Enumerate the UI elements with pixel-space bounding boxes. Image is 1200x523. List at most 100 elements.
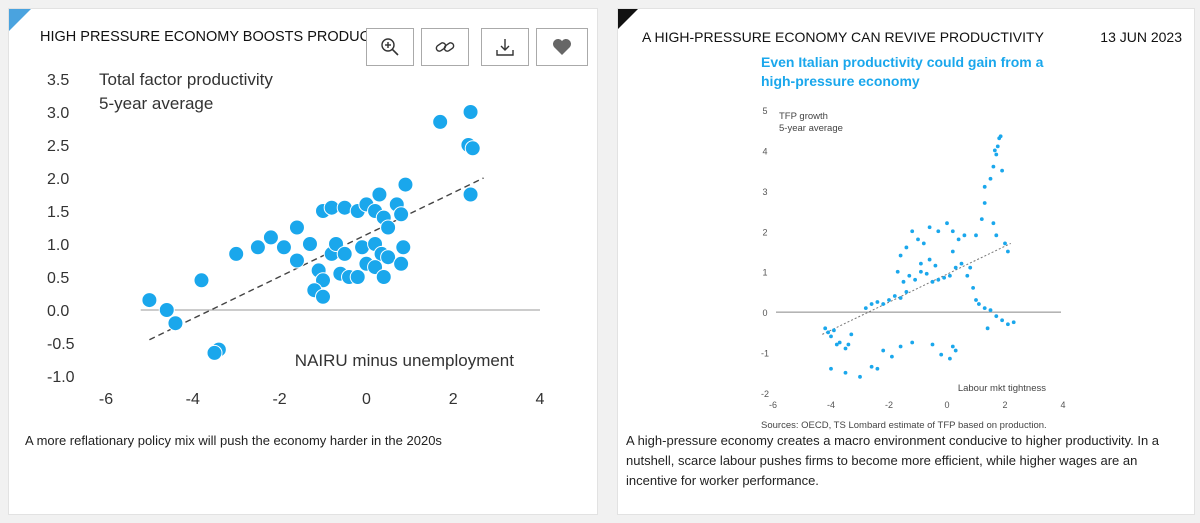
data-point (869, 364, 874, 369)
data-point (919, 261, 923, 266)
link-icon (435, 42, 455, 52)
data-point (930, 342, 935, 347)
data-point (167, 315, 184, 332)
right-scatter-chart: Even Italian productivity could gain fro… (761, 54, 1066, 431)
data-point (913, 277, 917, 282)
favorite-button[interactable] (536, 28, 588, 66)
data-point (988, 176, 993, 181)
data-point (994, 233, 999, 238)
data-point (393, 255, 410, 272)
data-point (994, 314, 999, 319)
data-point (919, 269, 923, 274)
y-tick-label: 4 (762, 146, 767, 156)
download-button[interactable] (481, 28, 529, 66)
data-point (974, 298, 978, 302)
x-tick-label: 2 (449, 391, 458, 408)
data-point (843, 370, 848, 375)
x-tick-label: 2 (1002, 400, 1007, 410)
x-tick-label: 4 (1060, 400, 1065, 410)
data-point (193, 272, 210, 289)
y-tick-label: 1 (762, 268, 767, 278)
data-point (982, 184, 987, 189)
heart-icon (553, 39, 571, 55)
y-axis-label: TFP growth (779, 111, 828, 122)
x-tick-label: -6 (769, 400, 777, 410)
trend-line (149, 177, 484, 341)
y-tick-label: 2.0 (47, 171, 69, 188)
data-point (336, 245, 353, 262)
data-point (982, 201, 987, 205)
data-point (837, 340, 842, 345)
x-tick-label: -4 (186, 391, 200, 408)
data-point (945, 221, 949, 226)
data-point (950, 229, 955, 234)
data-point (395, 239, 412, 256)
x-tick-label: 0 (944, 400, 949, 410)
y-tick-label: 2.5 (47, 138, 69, 155)
data-point (393, 206, 410, 223)
data-point (301, 236, 318, 252)
data-point (959, 261, 964, 266)
zoom-in-button[interactable] (366, 28, 414, 66)
data-point (262, 229, 279, 246)
data-point (927, 225, 932, 230)
data-point (858, 374, 862, 379)
card-corner-marker (618, 9, 638, 29)
data-point (826, 330, 830, 335)
data-point (206, 344, 223, 361)
data-point (462, 104, 479, 120)
data-point (968, 265, 973, 270)
y-tick-label: 5 (762, 106, 767, 116)
data-point (979, 217, 984, 222)
download-icon (496, 39, 514, 56)
y-tick-label: -1.0 (47, 369, 75, 386)
y-tick-label: 0.0 (47, 303, 69, 320)
left-chart-title: HIGH PRESSURE ECONOMY BOOSTS PRODUCTIVIT… (40, 29, 368, 45)
data-point (881, 302, 886, 306)
data-point (846, 342, 851, 347)
y-tick-label: -0.5 (47, 336, 75, 353)
x-tick-label: -2 (272, 391, 286, 408)
data-point (834, 342, 839, 347)
data-point (933, 263, 938, 268)
chart-subtitle-line: high-pressure economy (761, 73, 920, 89)
data-point (228, 245, 245, 262)
publication-date: 13 JUN 2023 (1100, 29, 1182, 45)
data-point (158, 302, 175, 318)
data-point (936, 229, 941, 234)
x-tick-label: -6 (99, 391, 113, 408)
copy-link-button[interactable] (421, 28, 469, 66)
data-point (895, 269, 900, 274)
chart-subtitle-line: Even Italian productivity could gain fro… (761, 54, 1044, 70)
right-chart-caption: A high-pressure economy creates a macro … (626, 433, 1160, 488)
data-point (898, 253, 903, 258)
data-point (249, 239, 266, 256)
x-tick-label: -4 (827, 400, 835, 410)
data-point (921, 241, 926, 246)
y-tick-label: 0 (762, 308, 767, 318)
right-chart-title: A HIGH-PRESSURE ECONOMY CAN REVIVE PRODU… (642, 29, 1044, 45)
data-point (916, 237, 920, 242)
y-tick-label: -1 (761, 349, 769, 359)
zoom-in-icon (381, 38, 399, 56)
data-point (1003, 241, 1007, 246)
data-point (849, 332, 854, 337)
data-point (397, 176, 414, 193)
x-tick-label: -2 (885, 400, 893, 410)
data-point (336, 199, 353, 216)
y-tick-label: 3.0 (47, 105, 69, 122)
data-point (829, 366, 833, 371)
data-point (939, 352, 944, 357)
data-point (380, 249, 397, 266)
y-tick-label: 1.0 (47, 237, 69, 254)
data-point (930, 279, 935, 284)
left-chart-caption: A more reflationary policy mix will push… (25, 433, 442, 448)
y-tick-label: 2 (762, 227, 767, 237)
data-point (985, 326, 990, 331)
data-point (892, 294, 897, 298)
data-point (977, 302, 981, 306)
y-axis-label: 5-year average (99, 94, 213, 113)
data-point (948, 356, 952, 361)
data-point (898, 296, 903, 300)
data-point (875, 366, 880, 371)
